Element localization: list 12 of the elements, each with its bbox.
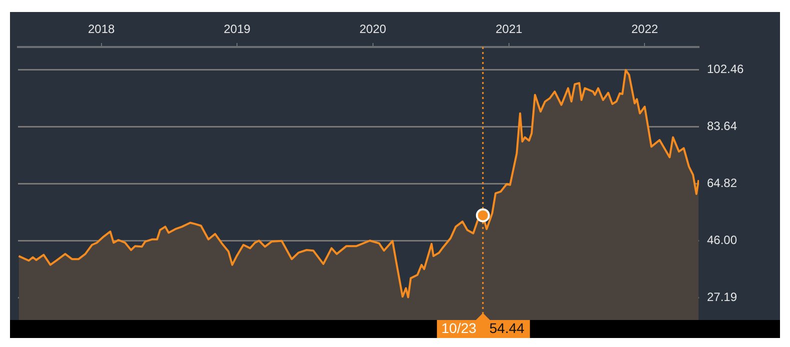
x-tick-label: 2018 bbox=[88, 22, 115, 36]
y-tick-label: 102.46 bbox=[707, 62, 744, 76]
y-tick-label: 46.00 bbox=[707, 233, 738, 248]
ref-line-label: 10/23 bbox=[441, 320, 477, 336]
y-tick-label: 83.64 bbox=[707, 119, 738, 134]
y-tick-label: 27.19 bbox=[707, 290, 738, 304]
text: 54.44 bbox=[489, 320, 525, 336]
x-tick-label: 2022 bbox=[631, 22, 658, 36]
x-tick-label: 2019 bbox=[224, 22, 251, 36]
x-tick-label: 2021 bbox=[496, 22, 523, 36]
y-tick-label: 64.82 bbox=[707, 176, 738, 190]
x-tick-label: 2020 bbox=[359, 22, 386, 36]
